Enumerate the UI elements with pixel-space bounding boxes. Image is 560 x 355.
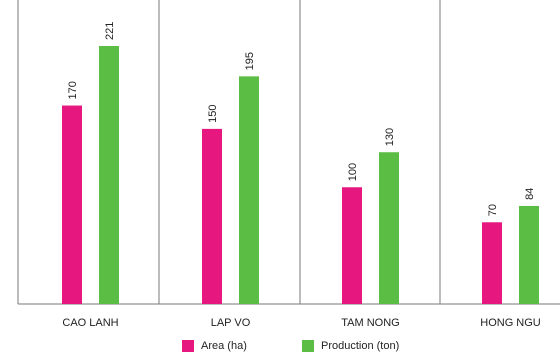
bar-area	[342, 187, 362, 304]
category-separators	[17, 0, 441, 304]
bar-value-label: 150	[207, 105, 219, 123]
category-label: CAO LANH	[62, 317, 118, 329]
bar-value-label: 130	[384, 128, 396, 146]
category-label: LAP VO	[211, 317, 251, 329]
bar-production	[239, 76, 259, 305]
bar-value-label: 100	[347, 163, 359, 181]
legend-item-production: Production (ton)	[302, 339, 399, 353]
bar-value-label: 195	[244, 52, 256, 70]
legend-label-area: Area (ha)	[201, 340, 247, 352]
category-label: HONG NGU	[480, 317, 541, 329]
bar-value-label: 84	[524, 188, 536, 200]
legend-swatch-area	[182, 340, 194, 352]
bar-area	[482, 222, 502, 304]
bar-value-label: 70	[487, 204, 499, 216]
legend-item-area: Area (ha)	[182, 339, 247, 353]
bar-production	[379, 152, 399, 304]
value-labels: 170 221 150 195 100 130 70 84	[67, 22, 536, 217]
bar-production	[99, 46, 119, 304]
category-labels: CAO LANH LAP VO TAM NONG HONG NGU	[62, 317, 540, 329]
bar-area	[202, 128, 222, 304]
bar-area	[62, 105, 82, 305]
category-label: TAM NONG	[341, 317, 399, 329]
bar-value-label: 221	[104, 22, 116, 40]
bar-production	[519, 205, 539, 304]
bars	[62, 46, 539, 305]
legend-swatch-production	[302, 340, 314, 352]
bar-value-label: 170	[67, 81, 79, 99]
legend-label-production: Production (ton)	[321, 340, 400, 352]
